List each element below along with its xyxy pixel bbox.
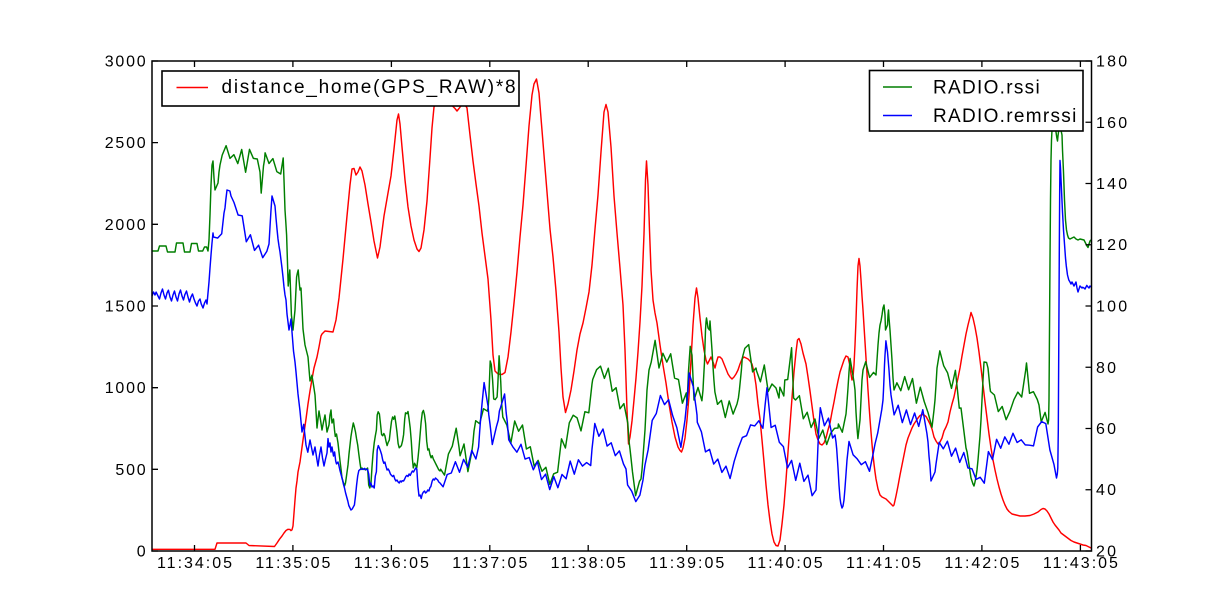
svg-text:500: 500 <box>115 462 147 479</box>
svg-text:11:42:05: 11:42:05 <box>944 555 1021 572</box>
svg-text:2500: 2500 <box>105 135 148 152</box>
svg-text:0: 0 <box>137 544 148 561</box>
svg-text:3000: 3000 <box>105 54 148 71</box>
svg-text:RADIO.rssi: RADIO.rssi <box>933 78 1041 99</box>
svg-text:11:36:05: 11:36:05 <box>354 555 431 572</box>
svg-text:distance_home(GPS_RAW)*8: distance_home(GPS_RAW)*8 <box>222 77 518 98</box>
svg-text:11:38:05: 11:38:05 <box>551 555 628 572</box>
svg-text:140: 140 <box>1096 176 1129 193</box>
svg-text:40: 40 <box>1096 482 1118 499</box>
svg-text:11:43:05: 11:43:05 <box>1043 555 1120 572</box>
svg-text:80: 80 <box>1096 360 1118 377</box>
svg-text:RADIO.remrssi: RADIO.remrssi <box>933 106 1078 127</box>
svg-text:2000: 2000 <box>105 217 148 234</box>
svg-text:11:35:05: 11:35:05 <box>255 555 332 572</box>
svg-text:11:41:05: 11:41:05 <box>846 555 923 572</box>
svg-text:160: 160 <box>1096 115 1129 132</box>
svg-text:120: 120 <box>1096 237 1129 254</box>
svg-text:60: 60 <box>1096 421 1118 438</box>
svg-text:1000: 1000 <box>105 380 148 397</box>
svg-text:180: 180 <box>1096 54 1129 71</box>
svg-text:11:39:05: 11:39:05 <box>649 555 726 572</box>
svg-text:20: 20 <box>1096 544 1118 561</box>
svg-text:11:34:05: 11:34:05 <box>157 555 234 572</box>
svg-text:1500: 1500 <box>105 299 148 316</box>
svg-text:11:37:05: 11:37:05 <box>452 555 529 572</box>
svg-text:11:40:05: 11:40:05 <box>748 555 825 572</box>
svg-text:100: 100 <box>1096 299 1129 316</box>
